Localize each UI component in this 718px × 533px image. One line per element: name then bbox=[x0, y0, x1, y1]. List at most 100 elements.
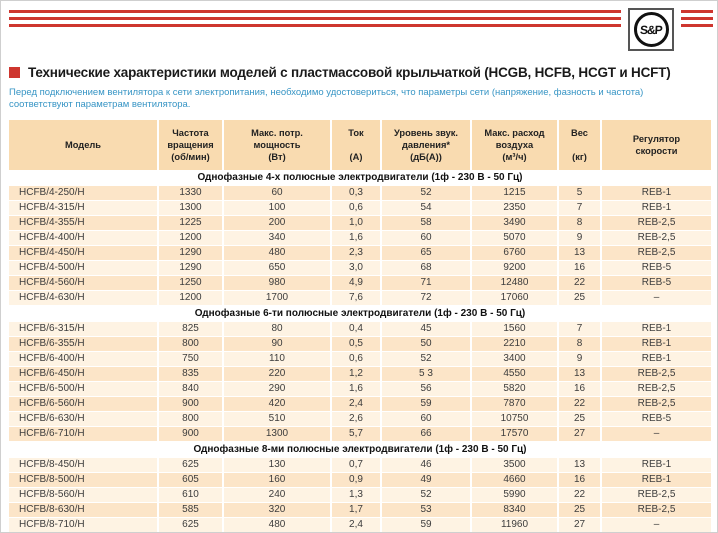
cell-airflow: 5070 bbox=[471, 230, 559, 246]
table-row: HCFB/8-710/H 625 480 2,4 59 11960 27– bbox=[9, 517, 711, 532]
cell-airflow: 8340 bbox=[471, 502, 559, 518]
cell-model: HCFB/4-450/H bbox=[9, 245, 159, 261]
cell-weight: 27 bbox=[558, 517, 602, 532]
cell-airflow: 3490 bbox=[471, 215, 559, 231]
cell-airflow: 2350 bbox=[471, 200, 559, 216]
cell-weight: 25 bbox=[558, 290, 602, 306]
cell-power: 480 bbox=[223, 517, 332, 532]
cell-current: 2,6 bbox=[331, 411, 382, 427]
cell-airflow: 12480 bbox=[471, 275, 559, 291]
table-row: HCFB/6-400/H 750 110 0,6 52 3400 9 REB-1 bbox=[9, 351, 711, 367]
cell-model: HCFB/6-315/H bbox=[9, 321, 159, 337]
cell-noise: 60 bbox=[381, 230, 472, 246]
title-row: Технические характеристики моделей с пла… bbox=[9, 65, 709, 80]
cell-noise: 59 bbox=[381, 517, 472, 532]
cell-speed: 585 bbox=[158, 502, 224, 518]
cell-airflow: 3500 bbox=[471, 457, 559, 473]
cell-current: 1,3 bbox=[331, 487, 382, 503]
col-header-regulator: Регулятор скорости bbox=[601, 120, 711, 170]
cell-model: HCFB/6-630/H bbox=[9, 411, 159, 427]
cell-power: 650 bbox=[223, 260, 332, 276]
cell-model: HCFB/8-630/H bbox=[9, 502, 159, 518]
cell-power: 480 bbox=[223, 245, 332, 261]
cell-model: HCFB/4-630/H bbox=[9, 290, 159, 306]
cell-regulator: – bbox=[601, 426, 711, 442]
cell-speed: 625 bbox=[158, 517, 224, 532]
cell-airflow: 9200 bbox=[471, 260, 559, 276]
cell-current: 1,0 bbox=[331, 215, 382, 231]
cell-airflow: 11960 bbox=[471, 517, 559, 532]
table-row: HCFB/4-500/H 1290 650 3,0 68 9200 16 REB-5 bbox=[9, 260, 711, 276]
cell-current: 7,6 bbox=[331, 290, 382, 306]
spec-table: Модель Частота вращения (об/мин) Макс. пот… bbox=[9, 120, 711, 532]
cell-weight: 8 bbox=[558, 336, 602, 352]
sp-logo-circle: S&P bbox=[633, 12, 669, 47]
cell-power: 340 bbox=[223, 230, 332, 246]
cell-airflow: 2210 bbox=[471, 336, 559, 352]
cell-speed: 1300 bbox=[158, 200, 224, 216]
col-header-airflow: Макс. расход воздуха (м³/ч) bbox=[471, 120, 559, 170]
cell-regulator: REB-5 bbox=[601, 411, 711, 427]
cell-regulator: – bbox=[601, 517, 711, 532]
cell-weight: 25 bbox=[558, 411, 602, 427]
cell-noise: 52 bbox=[381, 351, 472, 367]
cell-power: 60 bbox=[223, 185, 332, 201]
cell-airflow: 17570 bbox=[471, 426, 559, 442]
sp-logo: S&P bbox=[628, 8, 674, 51]
cell-noise: 56 bbox=[381, 381, 472, 397]
cell-current: 2,4 bbox=[331, 396, 382, 412]
cell-speed: 1225 bbox=[158, 215, 224, 231]
cell-speed: 800 bbox=[158, 411, 224, 427]
table-row: HCFB/4-560/H 1250 980 4,9 71 12480 22 REB-5 bbox=[9, 275, 711, 291]
cell-regulator: REB-1 bbox=[601, 472, 711, 488]
cell-regulator: REB-1 bbox=[601, 185, 711, 201]
cell-current: 0,4 bbox=[331, 321, 382, 337]
cell-weight: 8 bbox=[558, 215, 602, 231]
cell-weight: 27 bbox=[558, 426, 602, 442]
page-title: Технические характеристики моделей с пла… bbox=[28, 65, 671, 80]
cell-airflow: 1215 bbox=[471, 185, 559, 201]
cell-noise: 65 bbox=[381, 245, 472, 261]
cell-regulator: REB-2,5 bbox=[601, 230, 711, 246]
cell-regulator: REB-5 bbox=[601, 275, 711, 291]
section-row-2: Однофазные 8-ми полюсные электродвигател… bbox=[9, 441, 711, 458]
section-row-1: Однофазные 6-ти полюсные электродвигател… bbox=[9, 305, 711, 322]
cell-power: 320 bbox=[223, 502, 332, 518]
cell-current: 0,6 bbox=[331, 200, 382, 216]
cell-noise: 50 bbox=[381, 336, 472, 352]
cell-weight: 9 bbox=[558, 230, 602, 246]
cell-regulator: – bbox=[601, 290, 711, 306]
table-row: HCFB/4-400/H 1200 340 1,6 60 5070 9 REB-2,5 bbox=[9, 230, 711, 246]
header-band: S&P bbox=[9, 8, 713, 51]
cell-power: 290 bbox=[223, 381, 332, 397]
cell-noise: 54 bbox=[381, 200, 472, 216]
table-row: HCFB/6-710/H 900 1300 5,7 66 17570 27– bbox=[9, 426, 711, 442]
table-row: HCFB/6-500/H 840 290 1,6 56 5820 16 REB-2,5 bbox=[9, 381, 711, 397]
cell-model: HCFB/8-500/H bbox=[9, 472, 159, 488]
table-row: HCFB/8-630/H 585 320 1,7 53 8340 25 REB-2,5 bbox=[9, 502, 711, 518]
cell-model: HCFB/6-450/H bbox=[9, 366, 159, 382]
cell-airflow: 4660 bbox=[471, 472, 559, 488]
table-row: HCFB/6-450/H 835 220 1,2 5 3 4550 13 REB-2,5 bbox=[9, 366, 711, 382]
cell-power: 1300 bbox=[223, 426, 332, 442]
col-header-noise: Уровень звук. давления* (дБ(А)) bbox=[381, 120, 472, 170]
cell-current: 1,2 bbox=[331, 366, 382, 382]
cell-model: HCFB/6-500/H bbox=[9, 381, 159, 397]
table-row: HCFB/4-630/H 1200 1700 7,6 72 17060 25– bbox=[9, 290, 711, 306]
cell-model: HCFB/6-355/H bbox=[9, 336, 159, 352]
cell-regulator: REB-1 bbox=[601, 336, 711, 352]
cell-regulator: REB-5 bbox=[601, 260, 711, 276]
cell-speed: 1250 bbox=[158, 275, 224, 291]
cell-power: 1700 bbox=[223, 290, 332, 306]
cell-current: 0,6 bbox=[331, 351, 382, 367]
cell-current: 2,3 bbox=[331, 245, 382, 261]
cell-speed: 900 bbox=[158, 396, 224, 412]
table-row: HCFB/8-560/H 610 240 1,3 52 5990 22 REB-2,5 bbox=[9, 487, 711, 503]
cell-noise: 45 bbox=[381, 321, 472, 337]
cell-model: HCFB/4-500/H bbox=[9, 260, 159, 276]
cell-current: 0,9 bbox=[331, 472, 382, 488]
sp-logo-text: S&P bbox=[639, 22, 663, 37]
col-header-weight: Вес (кг) bbox=[558, 120, 602, 170]
cell-current: 1,6 bbox=[331, 230, 382, 246]
cell-noise: 71 bbox=[381, 275, 472, 291]
